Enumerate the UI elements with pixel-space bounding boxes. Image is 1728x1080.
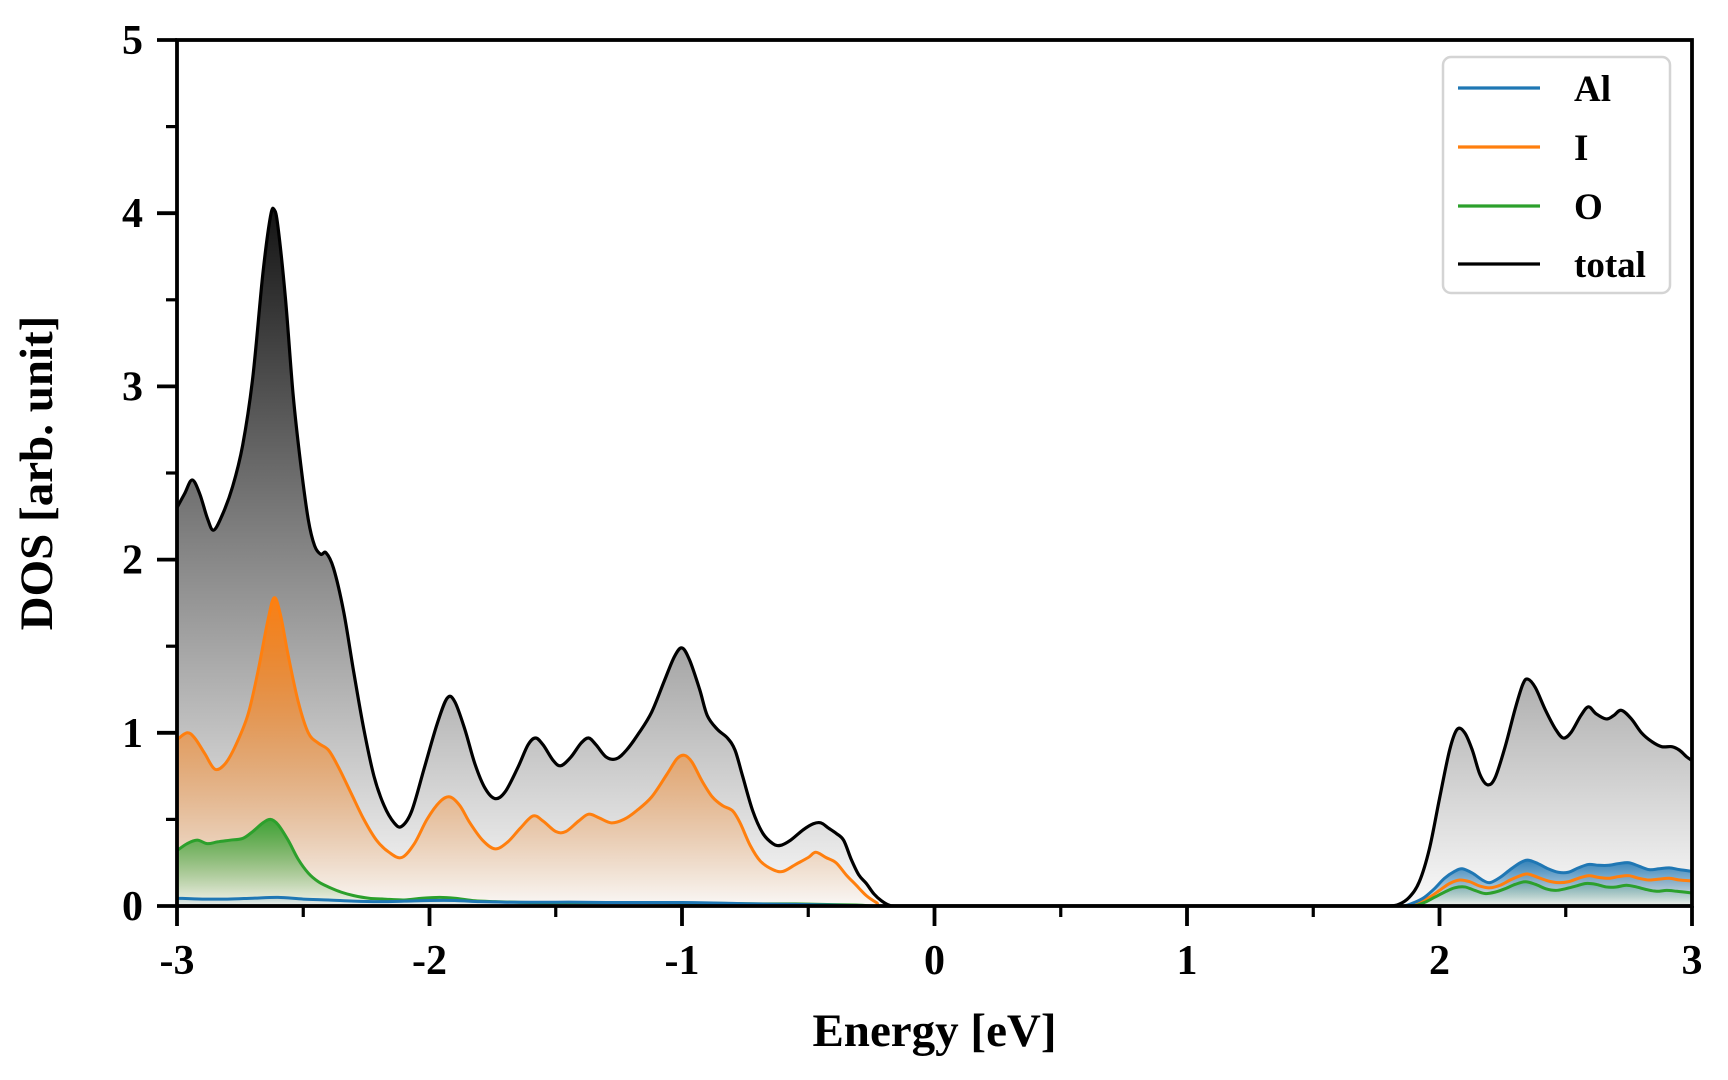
legend-label-I: I bbox=[1574, 128, 1588, 169]
x-tick-label--2: -2 bbox=[412, 938, 447, 984]
legend-label-total: total bbox=[1574, 245, 1646, 286]
area-fill-I bbox=[177, 597, 1692, 906]
y-tick-label-2: 2 bbox=[122, 538, 143, 584]
x-tick-label-1: 1 bbox=[1177, 938, 1198, 984]
y-tick-label-3: 3 bbox=[122, 364, 143, 410]
legend-box bbox=[1441, 55, 1672, 295]
x-tick-label--3: -3 bbox=[160, 938, 195, 984]
y-axis-label: DOS [arb. unit] bbox=[11, 316, 63, 631]
curve-Al bbox=[177, 858, 1692, 906]
y-tick-label-1: 1 bbox=[122, 711, 143, 757]
y-tick-label-5: 5 bbox=[122, 18, 143, 64]
y-tick-label-4: 4 bbox=[122, 191, 143, 237]
x-tick-label-0: 0 bbox=[924, 938, 945, 984]
x-tick-label-3: 3 bbox=[1682, 938, 1703, 984]
tick-labels: -3 -2 -1 0 1 2 3 0 1 2 3 4 5 bbox=[122, 18, 1703, 984]
axis-ticks bbox=[157, 38, 1694, 926]
x-tick-label--1: -1 bbox=[665, 938, 700, 984]
x-tick-label-2: 2 bbox=[1429, 938, 1450, 984]
legend-label-O: O bbox=[1574, 187, 1603, 228]
y-tick-label-0: 0 bbox=[122, 884, 143, 930]
curve-I bbox=[177, 596, 1692, 906]
area-fill-total bbox=[177, 208, 1692, 906]
curve-total bbox=[177, 206, 1692, 906]
x-axis-label: Energy [eV] bbox=[812, 1005, 1056, 1057]
legend-label-Al: Al bbox=[1574, 69, 1611, 110]
series-fills bbox=[177, 208, 1692, 906]
